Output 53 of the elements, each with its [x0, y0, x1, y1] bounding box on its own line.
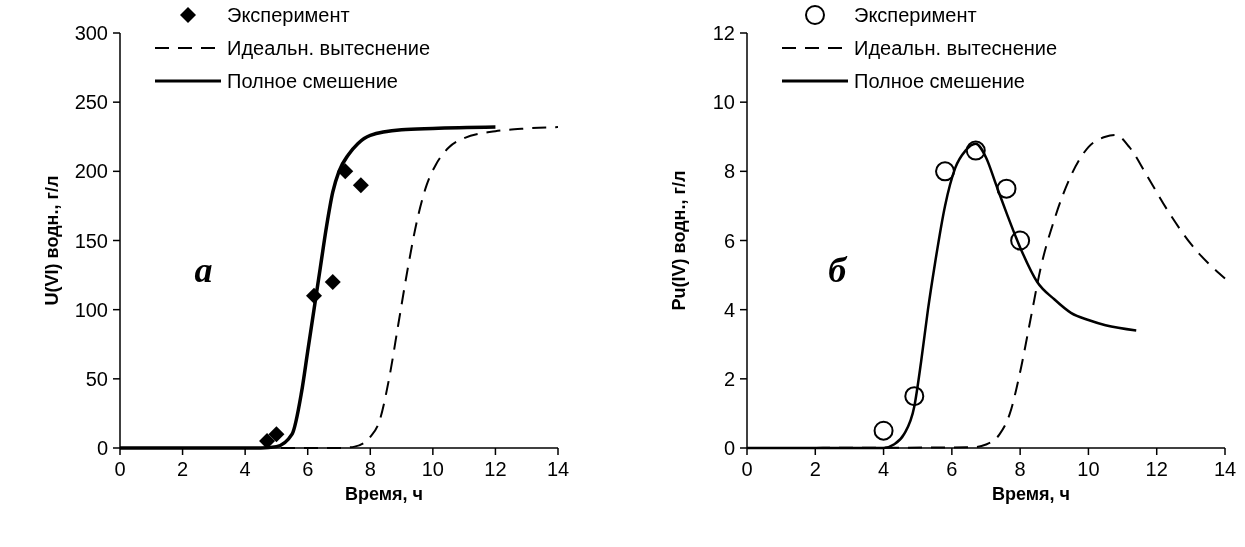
point	[268, 426, 285, 443]
x-tick-label: 8	[364, 458, 376, 480]
legend-label: Идеальн. вытеснение	[854, 37, 1058, 59]
y-tick-label: 50	[85, 367, 108, 390]
y-tick-label: 4	[723, 298, 735, 321]
point	[965, 140, 986, 161]
y-tick-label: 150	[74, 229, 108, 252]
y-tick-label: 300	[74, 22, 108, 44]
legend-label: Эксперимент	[227, 4, 350, 26]
x-tick-label: 8	[1014, 458, 1026, 480]
x-tick-label: 10	[1077, 458, 1100, 480]
x-tick-label: 12	[1145, 458, 1168, 480]
y-tick-label: 6	[723, 229, 735, 252]
x-tick-label: 2	[177, 458, 189, 480]
x-tick-label: 14	[1213, 458, 1237, 480]
y-tick-label: 0	[96, 437, 108, 459]
x-tick-label: 4	[878, 458, 890, 480]
point	[324, 274, 341, 290]
y-tick-label: 10	[712, 91, 735, 114]
x-tick-label: 14	[546, 458, 570, 480]
legend-label: Идеальн. вытеснение	[227, 37, 431, 59]
x-tick-label: 2	[809, 458, 821, 480]
x-tick-label: 0	[741, 458, 753, 480]
y-tick-label: 8	[723, 160, 735, 183]
x-tick-label: 0	[114, 458, 126, 480]
y-tick-label: 2	[723, 367, 735, 390]
y-tick-label: 250	[74, 91, 108, 114]
point	[935, 161, 956, 182]
x-axis-title: Время, ч	[344, 484, 424, 504]
point	[337, 163, 354, 180]
legend-label: Эксперимент	[854, 4, 977, 26]
point	[873, 420, 894, 441]
y-axis-title: Pu(IV) водн., г/л	[669, 170, 689, 311]
x-tick-label: 10	[421, 458, 444, 480]
legend-label: Полное смешение	[227, 70, 398, 92]
point	[352, 177, 369, 194]
y-tick-label: 100	[74, 298, 108, 321]
x-tick-label: 4	[239, 458, 251, 480]
y-tick-label: 0	[723, 437, 735, 459]
annotation: б	[828, 250, 849, 290]
point	[996, 178, 1017, 199]
y-tick-label: 200	[74, 160, 108, 183]
point	[305, 287, 322, 304]
legend-label: Полное смешение	[854, 70, 1025, 92]
annotation: а	[194, 250, 213, 290]
x-tick-label: 12	[484, 458, 507, 480]
point	[904, 386, 925, 407]
point	[1010, 230, 1031, 251]
y-tick-label: 12	[712, 22, 735, 44]
y-axis-title: U(VI) водн., г/л	[42, 175, 62, 306]
x-tick-label: 6	[946, 458, 958, 480]
x-tick-label: 6	[302, 458, 314, 480]
x-axis-title: Время, ч	[991, 484, 1071, 504]
